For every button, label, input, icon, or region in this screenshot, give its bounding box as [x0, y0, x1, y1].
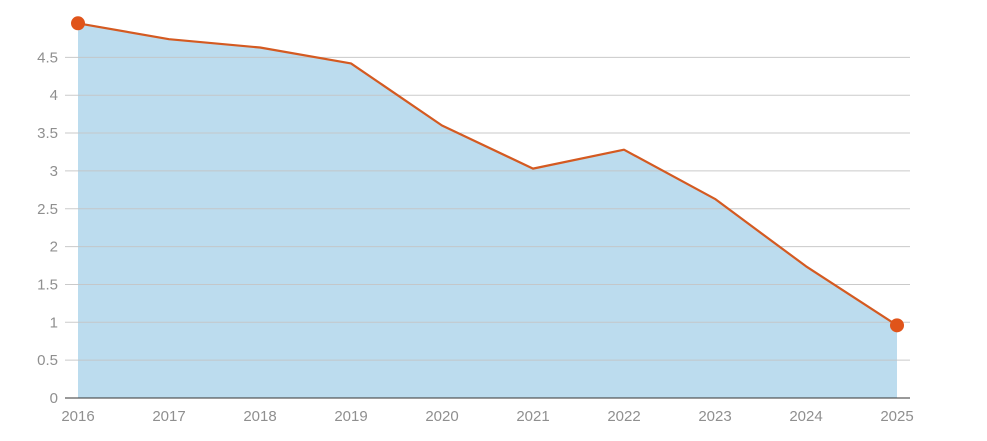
y-tick-label: 0.5	[37, 352, 58, 369]
x-tick-label: 2019	[334, 408, 367, 425]
x-tick-label: 2016	[61, 408, 94, 425]
x-tick-label: 2017	[152, 408, 185, 425]
y-tick-label: 0	[50, 390, 58, 407]
area-fill	[78, 23, 897, 398]
x-tick-label: 2021	[516, 408, 549, 425]
y-tick-label: 1	[50, 314, 58, 331]
y-tick-label: 2	[50, 239, 58, 256]
y-tick-label: 3	[50, 163, 58, 180]
y-tick-label: 4.5	[37, 49, 58, 66]
y-tick-label: 4	[50, 87, 58, 104]
x-tick-label: 2018	[243, 408, 276, 425]
x-tick-label: 2022	[607, 408, 640, 425]
y-tick-label: 2.5	[37, 201, 58, 218]
x-tick-label: 2020	[425, 408, 458, 425]
x-tick-label: 2023	[698, 408, 731, 425]
y-tick-label: 3.5	[37, 125, 58, 142]
y-tick-label: 1.5	[37, 276, 58, 293]
series-line	[76, 22, 899, 327]
x-tick-label: 2024	[789, 408, 822, 425]
x-tick-label: 2025	[880, 408, 913, 425]
start-point-marker	[71, 16, 85, 31]
end-point-marker	[890, 318, 904, 333]
